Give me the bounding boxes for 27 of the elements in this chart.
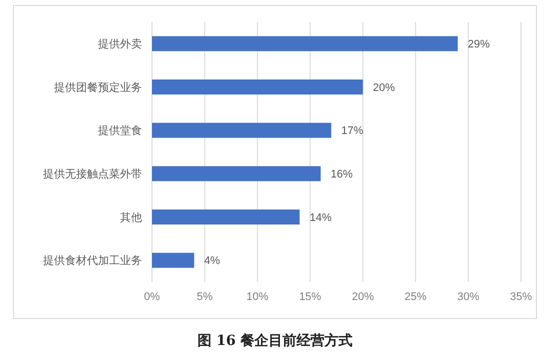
- x-tick-label: 35%: [510, 291, 532, 303]
- y-tick-label: 提供外卖: [98, 38, 142, 51]
- x-tick-label: 5%: [196, 291, 213, 303]
- x-tick-label: 0%: [144, 291, 160, 303]
- bar: [152, 166, 321, 182]
- text: 图 16 餐企目前经营方式: [197, 332, 353, 349]
- x-tick-label: 30%: [457, 291, 480, 303]
- data-label: 16%: [330, 168, 353, 181]
- bar: [152, 122, 332, 138]
- data-label: 20%: [372, 82, 396, 94]
- x-tick-label: 25%: [404, 291, 427, 303]
- data-label: 14%: [310, 212, 332, 224]
- data-label: 17%: [341, 125, 364, 138]
- y-tick-label: 提供团餐预定业务: [54, 80, 142, 94]
- bar: [152, 80, 363, 94]
- y-tick-label: 提供食材代加工业务: [43, 254, 142, 268]
- y-tick-label: 提供堂食: [98, 124, 142, 138]
- data-label: 29%: [468, 38, 490, 51]
- bar: [152, 210, 300, 224]
- x-tick-label: 10%: [246, 291, 269, 303]
- y-tick-label: 提供无接触点菜外带: [43, 168, 142, 181]
- data-label: 4%: [204, 255, 220, 268]
- y-tick-label: 其他: [120, 210, 142, 224]
- x-tick-label: 20%: [352, 291, 374, 303]
- x-tick-label: 15%: [299, 291, 322, 303]
- bar: [152, 252, 194, 268]
- bar: [152, 36, 458, 52]
